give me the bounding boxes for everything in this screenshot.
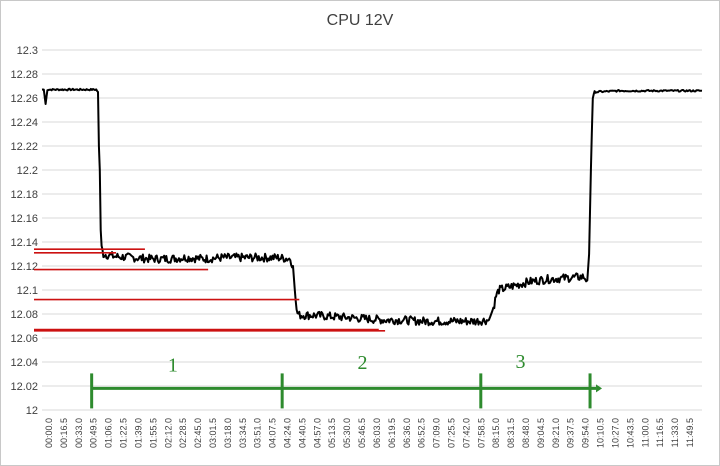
x-tick-label: 07:09.0 [432, 418, 442, 448]
chart-title: CPU 12V [326, 12, 394, 29]
y-tick-label: 12.24 [10, 117, 38, 129]
x-tick-label: 08:31.5 [506, 418, 516, 448]
red-marker-lines [34, 248, 386, 332]
y-tick-label: 12.1 [17, 285, 38, 297]
x-tick-label: 05:30.0 [342, 418, 352, 448]
x-tick-labels: 00:00.0 00:16.5 00:33.0 00:49.5 01:06.0 01:22… [44, 418, 695, 448]
x-tick-label: 08:48.0 [521, 418, 531, 448]
x-tick-label: 04:57.0 [312, 418, 322, 448]
x-tick-label: 05:46.5 [357, 418, 367, 448]
x-tick-label: 01:39.0 [133, 418, 143, 448]
x-tick-label: 11:33.0 [670, 418, 680, 447]
x-tick-label: 11:49.5 [685, 418, 695, 447]
x-tick-label: 04:24.0 [283, 418, 293, 448]
x-tick-label: 07:42.0 [461, 418, 471, 448]
series [41, 87, 703, 327]
x-tick-label: 03:34.5 [238, 418, 248, 448]
x-tick-label: 00:33.0 [74, 418, 84, 448]
x-tick-label: 06:36.0 [402, 418, 412, 448]
x-tick-label: 05:13.5 [327, 418, 337, 448]
y-tick-label: 12 [26, 405, 38, 417]
x-tick-label: 01:06.0 [104, 418, 114, 448]
phase-label: 2 [358, 352, 368, 374]
x-tick-label: 03:18.0 [223, 418, 233, 448]
x-tick-label: 08:15.0 [491, 418, 501, 448]
x-tick-label: 11:16.5 [655, 418, 665, 447]
x-tick-label: 10:27.0 [610, 418, 620, 448]
y-tick-label: 12.28 [10, 69, 38, 81]
x-tick-label: 04:07.5 [268, 418, 278, 448]
gridlines [42, 49, 702, 411]
y-tick-label: 12.12 [10, 261, 38, 273]
y-tick-label: 12.26 [10, 93, 38, 105]
x-tick-label: 02:12.0 [163, 418, 173, 448]
y-tick-labels: 12.3 12.28 12.26 12.24 12.22 12.2 12.18 12.16 12… [10, 45, 38, 417]
x-tick-label: 06:19.5 [387, 418, 397, 448]
y-tick-label: 12.14 [10, 237, 38, 249]
y-tick-label: 12.22 [10, 141, 38, 153]
x-tick-label: 01:22.5 [119, 418, 129, 448]
y-tick-label: 12.02 [10, 381, 38, 393]
y-tick-label: 12.04 [10, 357, 38, 369]
series-line [41, 87, 703, 327]
y-tick-label: 12.16 [10, 213, 38, 225]
y-tick-label: 12.06 [10, 333, 38, 345]
x-tick-label: 03:01.5 [208, 418, 218, 448]
x-tick-label: 00:49.5 [89, 418, 99, 448]
x-tick-label: 09:37.5 [566, 418, 576, 448]
y-tick-label: 12.3 [17, 45, 38, 57]
x-tick-label: 04:40.5 [297, 418, 307, 448]
phase-label: 1 [168, 355, 178, 377]
x-tick-label: 10:43.5 [625, 418, 635, 448]
x-tick-label: 03:51.0 [253, 418, 263, 448]
x-tick-label: 01:55.5 [148, 418, 158, 448]
phase-label: 3 [516, 351, 526, 373]
phase-arrowhead [596, 384, 603, 393]
x-tick-label: 10:10.5 [596, 418, 606, 448]
x-tick-label: 06:52.5 [417, 418, 427, 448]
y-tick-label: 12.08 [10, 309, 38, 321]
x-tick-label: 09:54.0 [581, 418, 591, 448]
x-tick-label: 07:25.5 [446, 418, 456, 448]
x-tick-label: 07:58.5 [476, 418, 486, 448]
x-tick-label: 11:00.0 [640, 418, 650, 447]
x-tick-label: 09:04.5 [536, 418, 546, 448]
y-tick-label: 12.2 [17, 165, 38, 177]
x-tick-label: 09:21.0 [551, 418, 561, 448]
y-tick-label: 12.18 [10, 189, 38, 201]
x-tick-label: 00:00.0 [44, 418, 54, 448]
x-tick-label: 02:45.0 [193, 418, 203, 448]
phase-annotations: 1 2 3 [90, 351, 603, 409]
x-tick-label: 02:28.5 [178, 418, 188, 448]
x-tick-label: 06:03.0 [372, 418, 382, 448]
x-tick-label: 00:16.5 [59, 418, 69, 448]
